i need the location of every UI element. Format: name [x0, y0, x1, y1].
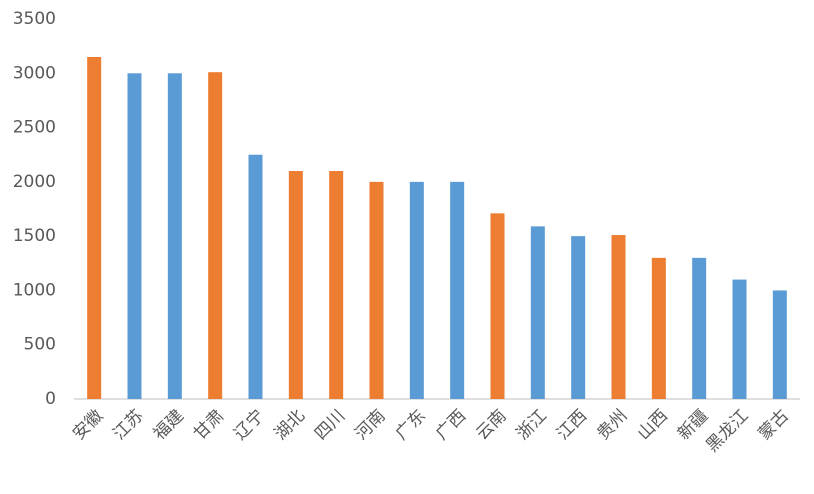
x-tick-label: 江苏	[109, 406, 147, 444]
bar	[611, 235, 626, 399]
x-tick-label: 云南	[472, 406, 510, 444]
x-tick-label: 湖北	[271, 406, 309, 444]
bar	[490, 213, 505, 399]
bar	[329, 171, 344, 399]
bar	[530, 226, 545, 399]
y-tick-label: 0	[45, 389, 56, 409]
y-tick-label: 2500	[13, 118, 56, 138]
x-tick-label: 浙江	[513, 406, 551, 444]
y-tick-label: 3000	[13, 63, 56, 83]
bar	[167, 73, 182, 400]
x-tick-label: 贵州	[593, 406, 631, 444]
x-tick-label: 山西	[634, 406, 672, 444]
bar	[288, 171, 303, 399]
x-tick-label: 辽宁	[230, 406, 268, 444]
x-tick-label: 四川	[311, 406, 349, 444]
bar	[772, 290, 787, 399]
bar	[369, 181, 384, 399]
x-tick-label: 河南	[351, 406, 389, 444]
y-tick-label: 1000	[13, 280, 56, 300]
x-tick-label: 广东	[392, 406, 430, 444]
x-tick-label: 安徽	[69, 406, 107, 444]
y-tick-label: 2000	[13, 172, 56, 192]
y-tick-label: 1500	[13, 226, 56, 246]
x-tick-label: 黑龙江	[702, 406, 752, 456]
x-tick-label: 甘肃	[190, 406, 228, 444]
bar	[732, 279, 747, 399]
y-tick-label: 500	[24, 335, 56, 355]
x-tick-label: 福建	[150, 406, 188, 444]
x-tick-label: 广西	[432, 406, 470, 444]
bar	[127, 73, 142, 400]
bar	[248, 154, 263, 399]
bar	[409, 181, 424, 399]
bar	[651, 257, 666, 399]
x-tick-label: 江西	[553, 406, 591, 444]
x-tick-label: 蒙古	[755, 406, 793, 444]
bar	[692, 257, 707, 399]
y-tick-label: 3500	[13, 9, 56, 29]
bar	[208, 72, 223, 399]
bar	[571, 236, 586, 399]
bar	[87, 57, 102, 399]
bar	[450, 181, 465, 399]
